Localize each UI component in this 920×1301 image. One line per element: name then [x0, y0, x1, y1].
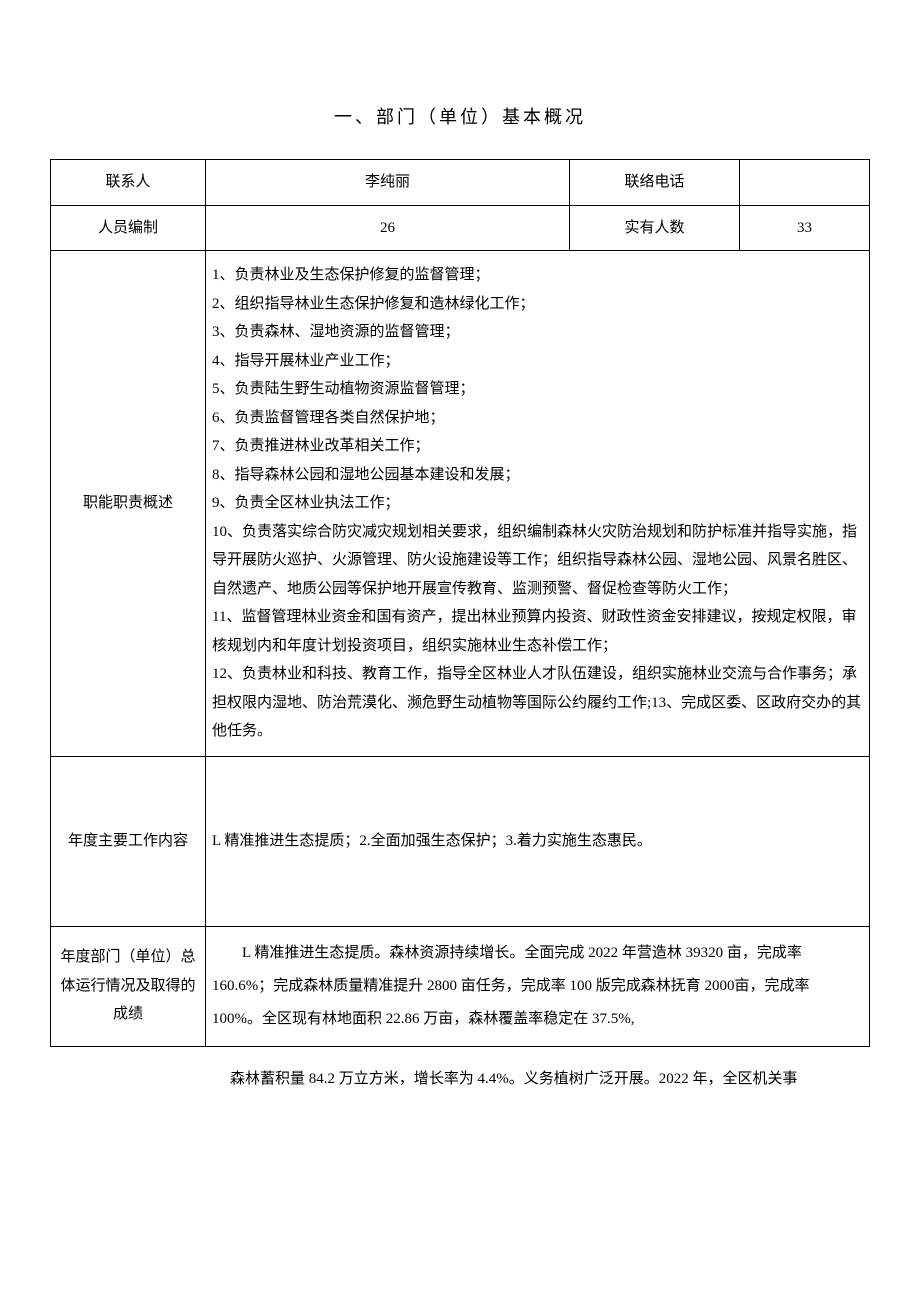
page-title: 一、部门（单位）基本概况	[50, 100, 870, 134]
contact-value: 李纯丽	[206, 160, 570, 206]
work-content: L 精准推进生态提质；2.全面加强生态保护；3.着力实施生态惠民。	[206, 756, 870, 926]
duties-label: 职能职责概述	[51, 251, 206, 757]
work-label: 年度主要工作内容	[51, 756, 206, 926]
table-row-duties: 职能职责概述 1、负责林业及生态保护修复的监督管理； 2、组织指导林业生态保护修…	[51, 251, 870, 757]
table-row-results: 年度部门（单位）总体运行情况及取得的成绩 L 精准推进生态提质。森林资源持续增长…	[51, 926, 870, 1046]
info-table: 联系人 李纯丽 联络电话 人员编制 26 实有人数 33 职能职责概述 1、负责…	[50, 159, 870, 1047]
footer-paragraph: 森林蓄积量 84.2 万立方米，增长率为 4.4%。义务植树广泛开展。2022 …	[50, 1047, 870, 1094]
phone-value	[740, 160, 870, 206]
table-row-work: 年度主要工作内容 L 精准推进生态提质；2.全面加强生态保护；3.着力实施生态惠…	[51, 756, 870, 926]
table-row-contact: 联系人 李纯丽 联络电话	[51, 160, 870, 206]
actual-value: 33	[740, 205, 870, 251]
table-row-staff: 人员编制 26 实有人数 33	[51, 205, 870, 251]
staff-value: 26	[206, 205, 570, 251]
phone-label: 联络电话	[570, 160, 740, 206]
results-content: L 精准推进生态提质。森林资源持续增长。全面完成 2022 年营造林 39320…	[206, 926, 870, 1046]
results-label: 年度部门（单位）总体运行情况及取得的成绩	[51, 926, 206, 1046]
duties-content: 1、负责林业及生态保护修复的监督管理； 2、组织指导林业生态保护修复和造林绿化工…	[206, 251, 870, 757]
actual-label: 实有人数	[570, 205, 740, 251]
staff-label: 人员编制	[51, 205, 206, 251]
contact-label: 联系人	[51, 160, 206, 206]
